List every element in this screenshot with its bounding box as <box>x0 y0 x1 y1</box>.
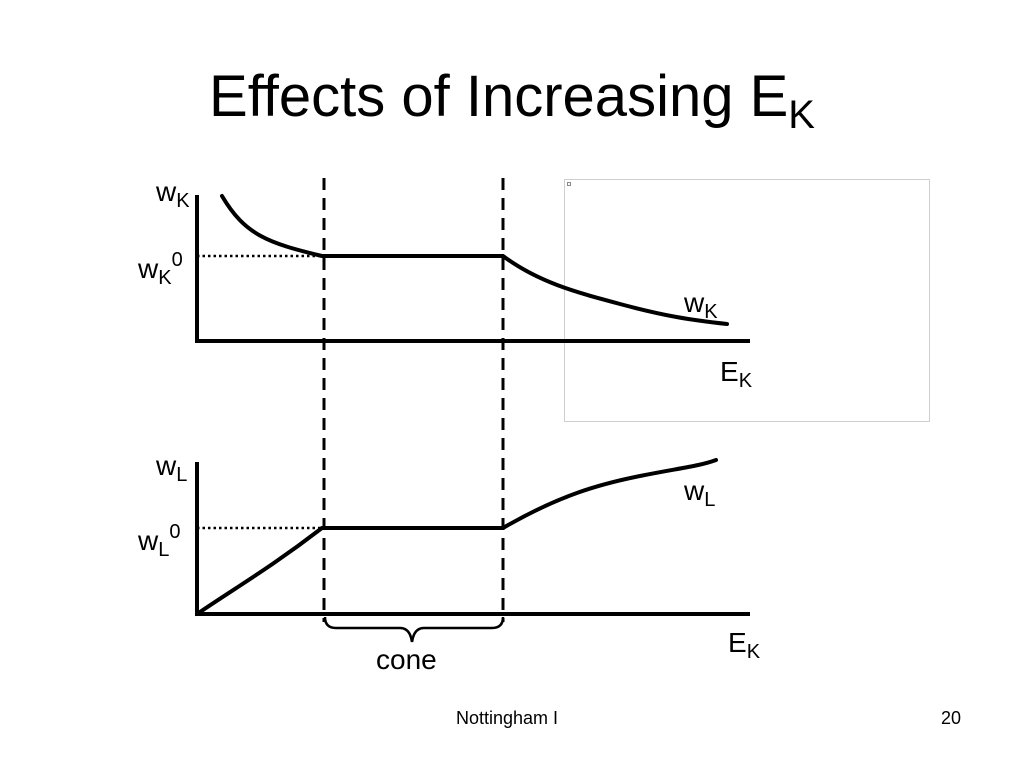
bottom-x-axis-label: EK <box>728 627 761 663</box>
bottom-wl-curve <box>195 458 718 616</box>
slide-title: Effects of Increasing EK <box>0 62 1024 150</box>
page-number: 20 <box>941 708 962 728</box>
top-wk-curve <box>220 194 729 326</box>
top-y-axis-label: wK <box>156 176 190 212</box>
bottom-y-axis-label: wL <box>156 450 188 486</box>
bottom-curve-label: wL <box>684 475 716 511</box>
cone-label: cone <box>376 644 437 675</box>
footer-text: Nottingham I <box>456 708 559 728</box>
broken-image-icon <box>567 182 571 186</box>
bottom-reference-label: wL0 <box>138 521 181 561</box>
top-curve-label: wK <box>684 287 718 323</box>
slide-title-subscript: K <box>788 93 815 137</box>
cone-brace <box>323 616 505 643</box>
slide-title-main: Effects of Increasing E <box>209 64 789 129</box>
top-reference-label: wK0 <box>138 249 183 289</box>
top-x-axis-label: EK <box>720 356 753 392</box>
embedded-object-placeholder <box>564 179 930 422</box>
